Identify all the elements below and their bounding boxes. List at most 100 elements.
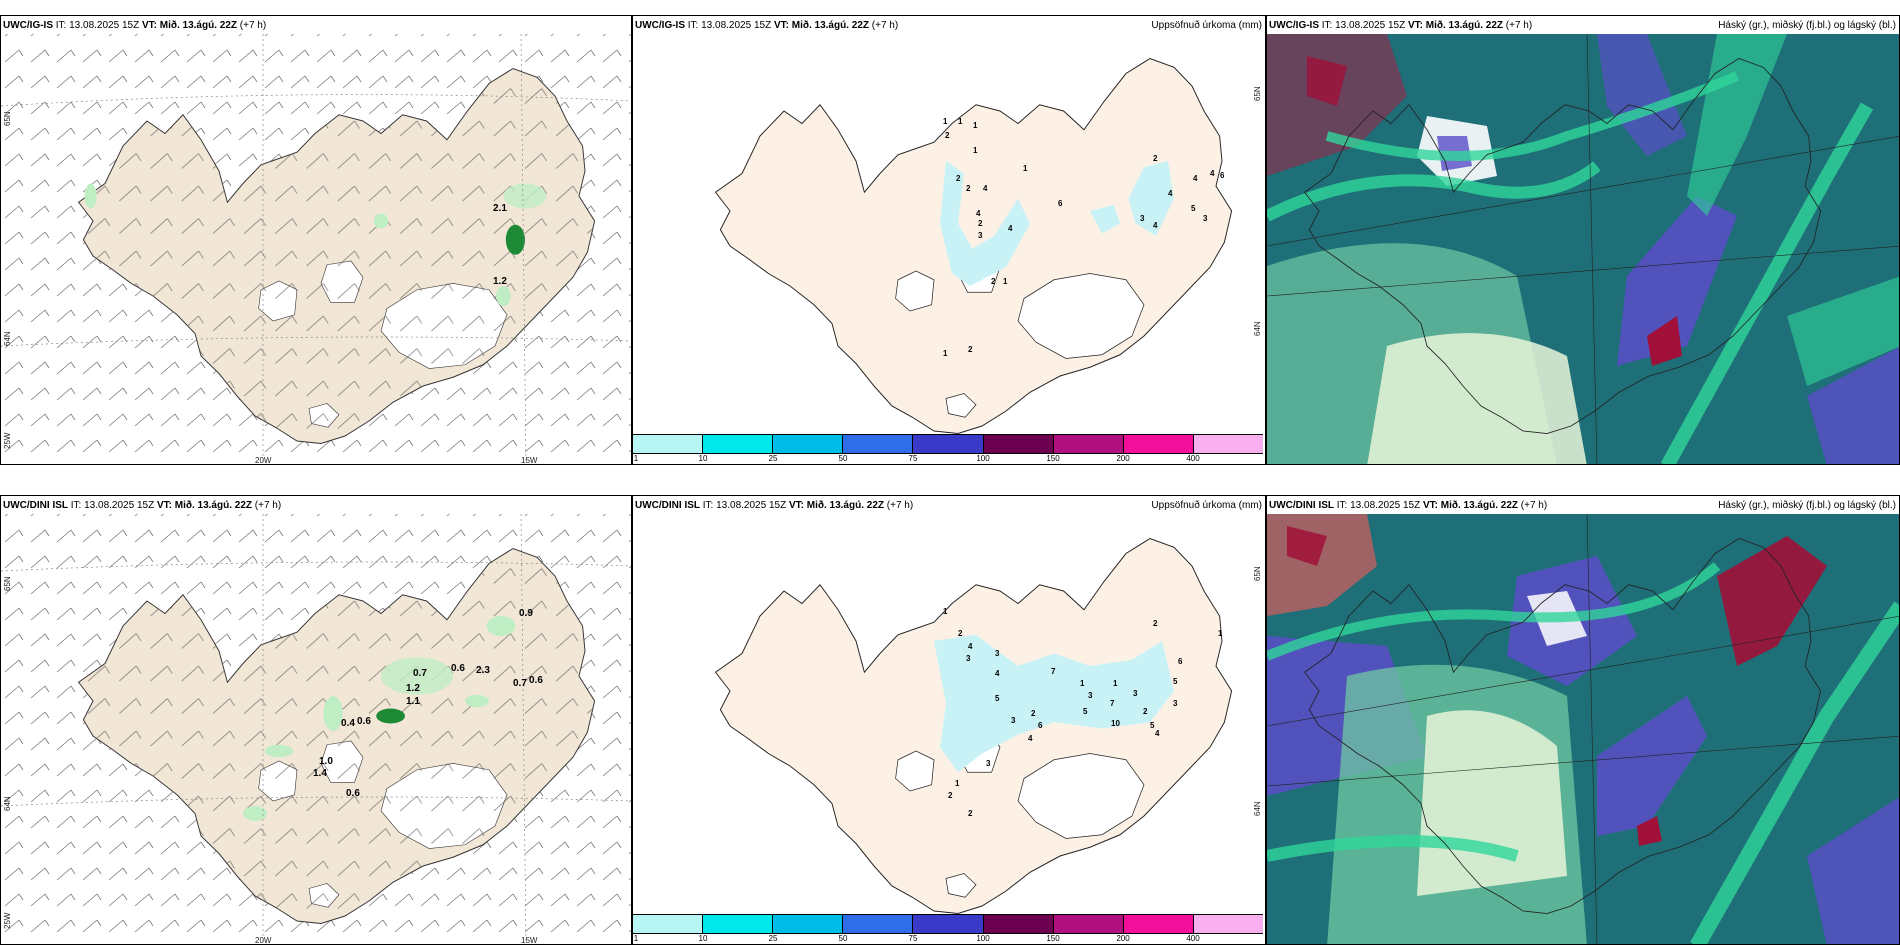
colorbar-segment [983, 915, 1054, 933]
svg-text:5: 5 [1150, 721, 1155, 730]
svg-text:10: 10 [1111, 719, 1120, 728]
colorbar-segment [843, 435, 914, 453]
svg-text:7: 7 [1110, 699, 1115, 708]
svg-text:0.6: 0.6 [529, 675, 543, 686]
svg-text:2: 2 [1143, 707, 1148, 716]
colorbar-segment [1123, 915, 1194, 933]
svg-text:1: 1 [1218, 629, 1223, 638]
colorbar-segment [633, 435, 704, 453]
svg-text:1: 1 [943, 349, 948, 358]
svg-text:2: 2 [945, 131, 950, 140]
svg-text:4: 4 [1153, 221, 1158, 230]
svg-text:1.4: 1.4 [313, 768, 327, 779]
precip-map: 1 1 2 1 1 2 1 2 4 4 2 3 4 6 2 4 4 5 3 4 … [714, 57, 1233, 435]
panel-bottom-precip: UWC/DINI ISL IT: 13.08.2025 15Z VT: Mið.… [632, 495, 1266, 945]
lat-label-65: 65N [3, 111, 12, 126]
svg-text:3: 3 [986, 759, 991, 768]
svg-text:0.4: 0.4 [341, 718, 355, 729]
colorbar-segment [1053, 435, 1124, 453]
panel-top-cloud: UWC/IG-IS IT: 13.08.2025 15Z VT: Mið. 13… [1266, 15, 1900, 465]
svg-text:3: 3 [1173, 699, 1178, 708]
svg-text:1: 1 [1113, 679, 1118, 688]
colorbar-segment [983, 435, 1054, 453]
svg-text:6: 6 [1058, 199, 1063, 208]
panel-header: UWC/IG-IS IT: 13.08.2025 15Z VT: Mið. 13… [635, 20, 899, 31]
svg-text:1: 1 [943, 117, 948, 126]
lat-label-65: 65N [1253, 86, 1262, 101]
lat-label-65: 65N [3, 576, 12, 591]
panel-top-wind: UWC/IG-IS IT: 13.08.2025 15Z VT: Mið. 13… [0, 15, 632, 465]
panel-header: UWC/DINI ISL IT: 13.08.2025 15Z VT: Mið.… [635, 500, 914, 511]
svg-text:4: 4 [1210, 169, 1215, 178]
wind-map: 0.9 0.7 1.2 1.1 0.6 2.3 0.7 0.6 0.4 0.6 … [1, 513, 631, 944]
svg-text:2: 2 [968, 345, 973, 354]
svg-text:1: 1 [1023, 164, 1028, 173]
svg-text:4: 4 [995, 669, 1000, 678]
colorbar-segment [1193, 915, 1263, 933]
colorbar-segment [913, 915, 984, 933]
svg-text:1: 1 [973, 146, 978, 155]
svg-text:2: 2 [968, 809, 973, 818]
lon-label-20: 20W [255, 456, 272, 465]
svg-text:2: 2 [991, 277, 996, 286]
svg-text:1.2: 1.2 [406, 683, 420, 694]
wind-value-label: 1.2 [493, 276, 507, 287]
svg-text:1: 1 [1080, 679, 1085, 688]
svg-text:1: 1 [973, 121, 978, 130]
lon-label-20: 20W [255, 936, 272, 945]
svg-text:3: 3 [995, 649, 1000, 658]
svg-text:4: 4 [1155, 729, 1160, 738]
precip-colorbar [633, 914, 1263, 934]
svg-text:3: 3 [978, 231, 983, 240]
field-title: Uppsöfnuð úrkoma (mm) [1151, 20, 1262, 31]
svg-text:2: 2 [966, 184, 971, 193]
svg-text:6: 6 [1038, 721, 1043, 730]
precip-values: 1 2 4 3 3 4 5 7 1 3 1 3 7 5 10 2 5 3 6 4… [943, 607, 1223, 818]
svg-text:2: 2 [948, 791, 953, 800]
colorbar-segment [913, 435, 984, 453]
svg-text:5: 5 [1173, 677, 1178, 686]
field-title: Uppsöfnuð úrkoma (mm) [1151, 500, 1262, 511]
panel-bottom-wind: UWC/DINI ISL IT: 13.08.2025 15Z VT: Mið.… [0, 495, 632, 945]
lat-label-64: 64N [1253, 321, 1262, 336]
colorbar-segment [1053, 915, 1124, 933]
panel-top-precip: UWC/IG-IS IT: 13.08.2025 15Z VT: Mið. 13… [632, 15, 1266, 465]
lon-label-15: 15W [521, 936, 538, 945]
svg-text:3: 3 [1011, 716, 1016, 725]
colorbar-segment [773, 435, 844, 453]
svg-text:3: 3 [1203, 214, 1208, 223]
panel-header: UWC/DINI ISL IT: 13.08.2025 15Z VT: Mið.… [1269, 500, 1548, 511]
svg-text:3: 3 [1133, 689, 1138, 698]
lon-label-15: 15W [521, 456, 538, 465]
svg-text:1: 1 [958, 117, 963, 126]
svg-text:4: 4 [1193, 174, 1198, 183]
lon-label-25: 25W [3, 432, 12, 449]
svg-text:1.0: 1.0 [319, 756, 333, 767]
field-title: Háský (gr.), miðský (fj.bl.) og lágský (… [1718, 20, 1896, 31]
lat-label-64: 64N [1253, 801, 1262, 816]
colorbar-segment [633, 915, 704, 933]
colorbar-segment [843, 915, 914, 933]
svg-text:0.6: 0.6 [357, 716, 371, 727]
svg-text:1: 1 [943, 607, 948, 616]
svg-text:1.1: 1.1 [406, 696, 420, 707]
svg-text:2: 2 [1031, 709, 1036, 718]
svg-text:0.7: 0.7 [413, 668, 427, 679]
precip-map: 1 2 4 3 3 4 5 7 1 3 1 3 7 5 10 2 5 3 6 4… [714, 537, 1233, 915]
panel-header: UWC/IG-IS IT: 13.08.2025 15Z VT: Mið. 13… [3, 20, 267, 31]
colorbar-ticks: 1 10 25 50 75 100 150 200 400 [633, 454, 1200, 463]
wind-map: 2.1 1.2 [1, 33, 631, 464]
svg-text:5: 5 [995, 694, 1000, 703]
svg-text:6: 6 [1178, 657, 1183, 666]
lat-label-64: 64N [3, 796, 12, 811]
panel-bottom-cloud: UWC/DINI ISL IT: 13.08.2025 15Z VT: Mið.… [1266, 495, 1900, 945]
cloud-map [1267, 33, 1899, 464]
svg-text:3: 3 [1140, 214, 1145, 223]
colorbar-segment [703, 435, 774, 453]
lat-label-65: 65N [1253, 566, 1262, 581]
svg-text:2: 2 [1153, 619, 1158, 628]
lon-label-25: 25W [3, 912, 12, 929]
svg-text:4: 4 [983, 184, 988, 193]
svg-text:4: 4 [1008, 224, 1013, 233]
svg-text:4: 4 [1168, 189, 1173, 198]
